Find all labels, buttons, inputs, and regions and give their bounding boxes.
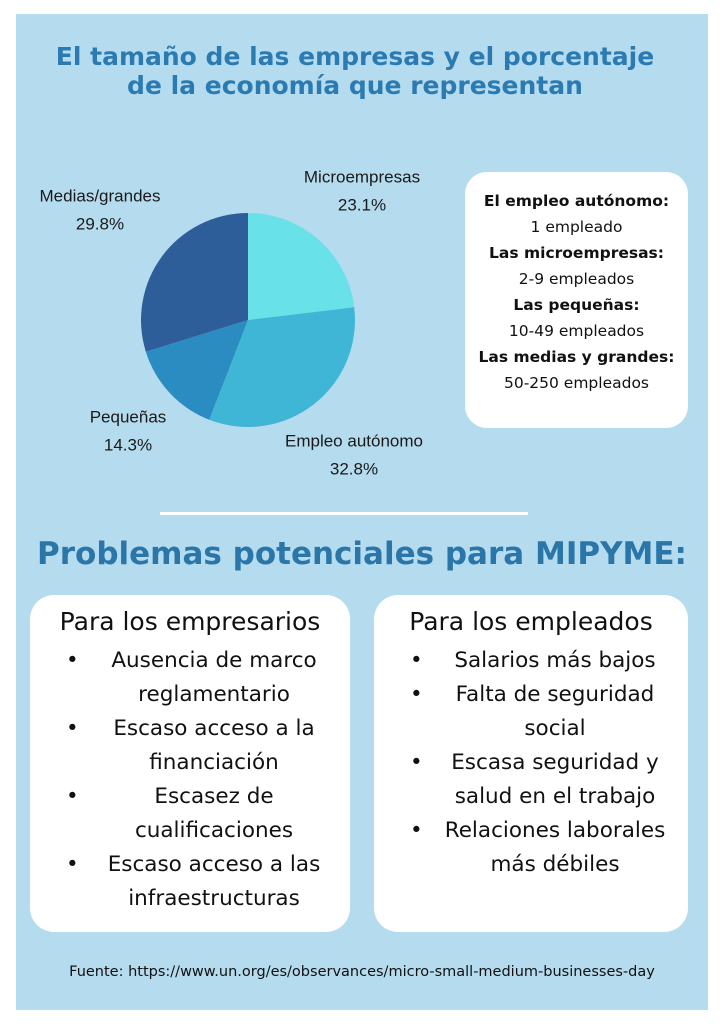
pie-chart: Microempresas 23.1% Empleo autónomo 32.8% Pe… xyxy=(40,167,423,478)
panel-box: Para los empresarios Ausencia de marco re… xyxy=(30,595,350,932)
slice-value-label: 29.8% xyxy=(76,214,124,233)
bullet-item: Escaso acceso a las infraestructuras xyxy=(54,848,334,916)
divider xyxy=(160,512,528,515)
slice-value-label: 14.3% xyxy=(104,435,152,454)
slice-label: Pequeñas xyxy=(90,407,167,426)
panel-title: Para los empresarios xyxy=(59,607,321,636)
slice-value-label: 32.8% xyxy=(330,459,378,478)
slice-label: Medias/grandes xyxy=(40,186,161,205)
bullet-item: Falta de seguridad social xyxy=(398,678,672,746)
pie-slice xyxy=(248,213,355,320)
definition-desc: 2-9 empleados xyxy=(518,270,635,288)
panel-title: Para los empleados xyxy=(409,607,653,636)
bullet-list: Salarios más bajosFalta de seguridad soc… xyxy=(374,644,688,882)
bullet-item: Escaso acceso a la financiación xyxy=(54,712,334,780)
bullet-item: Escasez de cualificaciones xyxy=(54,780,334,848)
definition-term: El empleo autónomo: xyxy=(483,192,670,210)
bullet-item: Salarios más bajos xyxy=(398,644,672,678)
pie-slice xyxy=(141,213,248,352)
section-title: Problemas potenciales para MIPYME: xyxy=(37,536,687,572)
bullet-item: Relaciones laborales más débiles xyxy=(398,814,672,882)
definition-term: Las medias y grandes: xyxy=(478,348,675,366)
source-note: Fuente: https://www.un.org/es/observance… xyxy=(69,964,655,980)
slice-value-label: 23.1% xyxy=(338,195,386,214)
definitions-box: El empleo autónomo: 1 empleado Las microem… xyxy=(465,172,688,428)
slice-label: Empleo autónomo xyxy=(285,431,423,450)
bullet-item: Escasa seguridad y salud en el trabajo xyxy=(398,746,672,814)
chart-title: El tamaño de las empresas y el porcentaj… xyxy=(55,42,655,100)
bullet-list: Ausencia de marco reglamentarioEscaso ac… xyxy=(30,644,350,916)
panel-box: Para los empleados Salarios más bajosFalt… xyxy=(374,595,688,932)
pie-slice xyxy=(145,320,248,420)
bullet-item: Ausencia de marco reglamentario xyxy=(54,644,334,712)
definition-desc: 50-250 empleados xyxy=(503,374,650,392)
slice-label: Microempresas xyxy=(304,167,420,186)
definition-term: Las pequeñas: xyxy=(513,296,640,314)
definition-desc: 1 empleado xyxy=(530,218,623,236)
definition-term: Las microempresas: xyxy=(489,244,664,262)
pie-slice xyxy=(209,307,355,427)
definition-desc: 10-49 empleados xyxy=(508,322,645,340)
